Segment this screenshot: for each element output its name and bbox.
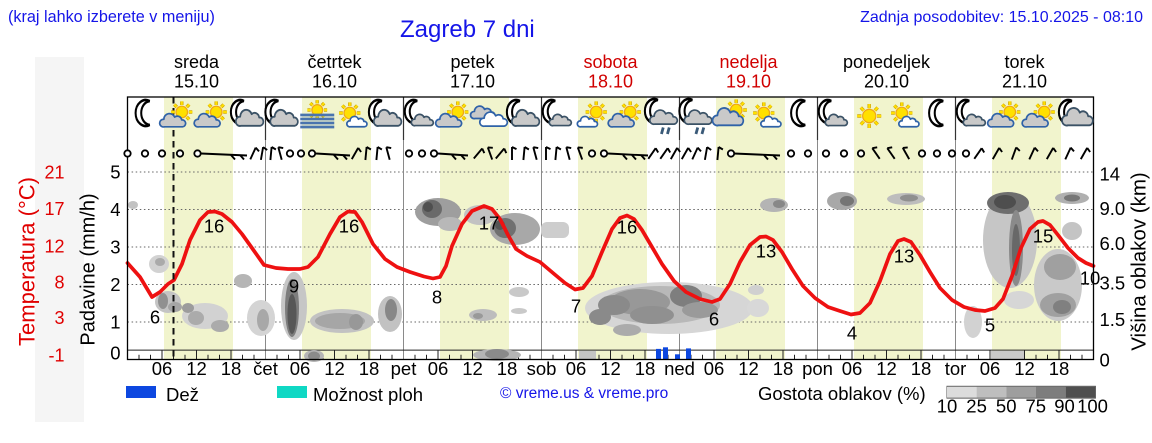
svg-text:12: 12 [44,236,64,256]
svg-text:06: 06 [980,358,1001,379]
svg-text:ned: ned [664,358,695,379]
svg-text:06: 06 [152,358,173,379]
svg-text:12: 12 [876,358,897,379]
svg-text:12: 12 [738,358,759,379]
svg-text:torek: torek [1004,52,1045,72]
svg-text:16.10: 16.10 [312,72,357,92]
svg-text:6: 6 [709,309,719,330]
svg-text:čet: čet [253,358,278,379]
svg-text:15: 15 [1033,226,1054,247]
svg-text:12: 12 [186,358,207,379]
svg-text:sreda: sreda [174,52,220,72]
svg-text:18: 18 [635,358,656,379]
svg-text:2: 2 [110,274,120,295]
svg-text:06: 06 [704,358,725,379]
svg-text:7: 7 [571,296,581,317]
svg-text:sobota: sobota [583,52,638,72]
svg-text:5: 5 [985,315,995,336]
svg-text:18: 18 [773,358,794,379]
svg-text:8: 8 [54,273,64,293]
svg-text:12: 12 [600,358,621,379]
svg-text:19.10: 19.10 [726,72,771,92]
svg-text:16: 16 [617,217,638,238]
svg-text:21: 21 [44,162,64,182]
svg-text:06: 06 [842,358,863,379]
svg-text:17.10: 17.10 [450,72,495,92]
svg-text:100: 100 [1077,396,1108,417]
svg-text:9.0: 9.0 [1100,198,1126,219]
svg-text:75: 75 [1026,396,1047,417]
svg-text:12: 12 [1014,358,1035,379]
svg-text:petek: petek [450,52,495,72]
svg-text:1: 1 [110,312,120,333]
svg-text:3.5: 3.5 [1100,273,1126,294]
svg-text:10: 10 [937,396,958,417]
svg-text:16: 16 [339,216,360,237]
svg-text:Višina oblakov (km): Višina oblakov (km) [1128,172,1151,351]
svg-text:3: 3 [110,237,120,258]
svg-text:Temperatura (°C): Temperatura (°C) [15,177,40,346]
svg-text:17: 17 [479,213,500,234]
svg-text:Padavine (mm/h): Padavine (mm/h) [78,193,100,345]
svg-text:-1: -1 [48,345,64,365]
svg-text:17: 17 [44,199,64,219]
svg-text:Gostota oblakov (%): Gostota oblakov (%) [758,383,926,404]
svg-text:1.5: 1.5 [1100,309,1126,330]
svg-text:3: 3 [54,308,64,328]
svg-text:9: 9 [289,276,299,297]
svg-text:nedelja: nedelja [719,52,778,72]
svg-text:pon: pon [802,358,833,379]
svg-text:18: 18 [221,358,242,379]
svg-text:četrtek: četrtek [307,52,362,72]
svg-text:6: 6 [150,307,160,328]
svg-text:14: 14 [1100,164,1121,185]
svg-text:50: 50 [996,396,1017,417]
svg-text:5: 5 [110,162,120,183]
svg-text:20.10: 20.10 [864,72,909,92]
svg-text:8: 8 [432,287,442,308]
svg-text:ponedeljek: ponedeljek [843,52,931,72]
svg-text:13: 13 [756,241,777,262]
svg-text:06: 06 [290,358,311,379]
svg-text:15.10: 15.10 [174,72,219,92]
svg-text:18: 18 [911,358,932,379]
svg-text:18.10: 18.10 [588,72,633,92]
svg-text:21.10: 21.10 [1002,72,1047,92]
svg-text:13: 13 [894,246,915,267]
svg-text:25: 25 [966,396,987,417]
svg-text:0: 0 [1100,349,1110,370]
svg-text:6.0: 6.0 [1100,233,1126,254]
svg-text:4: 4 [847,323,857,344]
svg-text:90: 90 [1054,396,1075,417]
svg-text:pet: pet [391,358,417,379]
svg-text:tor: tor [945,358,967,379]
svg-text:06: 06 [566,358,587,379]
svg-text:0: 0 [110,343,120,364]
svg-text:18: 18 [1049,358,1070,379]
svg-text:12: 12 [462,358,483,379]
svg-text:sob: sob [527,358,557,379]
svg-text:18: 18 [359,358,380,379]
svg-text:12: 12 [324,358,345,379]
svg-text:4: 4 [110,199,120,220]
svg-text:16: 16 [204,216,225,237]
svg-text:18: 18 [497,358,518,379]
svg-text:06: 06 [428,358,449,379]
svg-text:10: 10 [1080,268,1101,289]
